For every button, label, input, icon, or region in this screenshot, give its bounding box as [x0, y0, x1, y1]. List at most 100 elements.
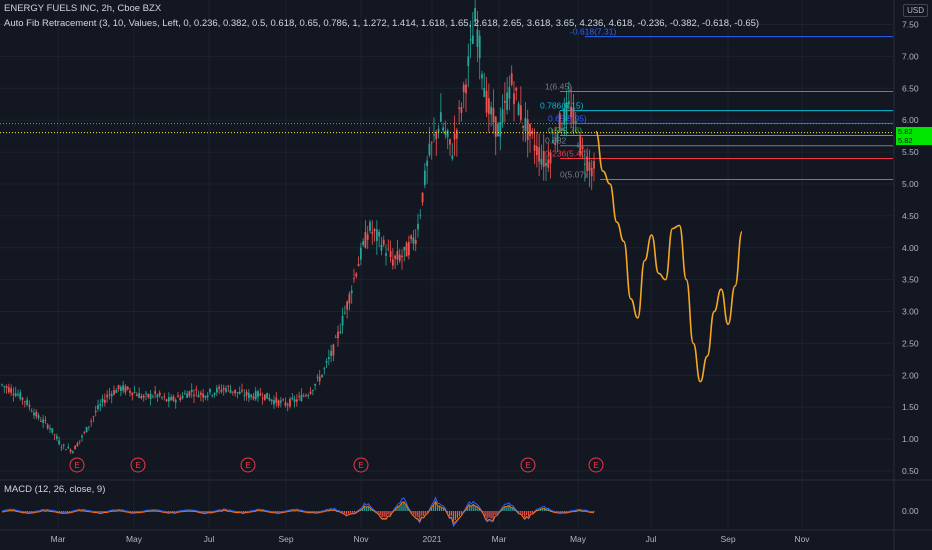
candle-body: [471, 35, 474, 44]
candle-body: [444, 130, 447, 136]
candle-body: [556, 133, 559, 142]
candle-body: [458, 107, 461, 109]
candle-body: [373, 229, 376, 232]
candle-body: [316, 376, 319, 378]
candle-body: [318, 376, 321, 382]
candle-body: [39, 421, 42, 422]
price-tick-label: 3.00: [902, 307, 919, 317]
currency-label[interactable]: USD: [903, 4, 928, 17]
candle-body: [97, 405, 99, 409]
candle-body: [334, 337, 337, 338]
candle-body: [195, 389, 198, 391]
time-tick-label: Mar: [492, 534, 507, 544]
candle-body: [145, 393, 147, 395]
price-candles: [1, 0, 595, 454]
candle-body: [579, 136, 582, 154]
candle-body: [469, 39, 472, 41]
candle-body: [492, 108, 495, 123]
candle-body: [501, 109, 504, 123]
price-axis[interactable]: 7.50 7.00 6.50 6.00 5.50 5.00 4.50 4.00 3.50 3.00…: [902, 20, 919, 517]
candle-body: [401, 255, 403, 258]
candle-body: [337, 331, 339, 338]
candle-body: [533, 144, 536, 151]
candle-body: [46, 424, 49, 429]
candle-body: [385, 253, 387, 256]
earnings-marker-label: E: [593, 461, 598, 470]
fib-level-label: 1(6.45): [545, 81, 572, 91]
candle-body: [28, 405, 31, 407]
candle-body: [133, 392, 136, 393]
candle-body: [305, 395, 307, 397]
candle-body: [485, 90, 488, 113]
current-price-lines: [0, 123, 894, 134]
candle-body: [3, 386, 6, 387]
candle-body: [7, 387, 10, 393]
candle-body: [165, 399, 168, 402]
candle-body: [522, 125, 525, 128]
candle-body: [250, 394, 253, 397]
candle-body: [357, 264, 360, 267]
macd-indicator-legend[interactable]: MACD (12, 26, close, 9): [4, 484, 106, 495]
candle-body: [236, 392, 239, 394]
candle-body: [122, 385, 125, 391]
candle-body: [117, 385, 120, 389]
candle-body: [42, 419, 45, 423]
candle-body: [531, 130, 534, 135]
candle-body: [14, 393, 17, 397]
candle-body: [119, 386, 122, 391]
candle-body: [270, 399, 273, 402]
candle-body: [581, 146, 584, 149]
candle-body: [325, 360, 328, 363]
earnings-marker: [520, 457, 536, 473]
price-tick-label: 4.00: [902, 243, 919, 253]
candle-body: [346, 301, 349, 310]
candle-body: [483, 87, 486, 97]
candle-body: [524, 117, 527, 132]
candle-body: [170, 396, 173, 401]
candle-body: [138, 393, 141, 399]
candle-body: [69, 449, 72, 452]
candle-body: [5, 386, 8, 389]
candle-body: [343, 312, 346, 314]
price-tick-label: 3.50: [902, 275, 919, 285]
candle-body: [423, 170, 426, 186]
price-tick-label: 6.50: [902, 83, 919, 93]
candle-body: [300, 394, 303, 401]
price-tick-label: 2.00: [902, 370, 919, 380]
candle-body: [213, 392, 216, 395]
candle-body: [563, 108, 566, 126]
candle-body: [410, 235, 413, 240]
candle-body: [350, 290, 353, 294]
candle-body: [389, 251, 392, 257]
candle-body: [510, 73, 513, 85]
candle-body: [561, 128, 563, 131]
fib-level-label: 0.5(5.76): [548, 125, 582, 135]
candle-body: [12, 393, 15, 395]
candle-body: [565, 102, 568, 122]
candle-body: [259, 393, 262, 396]
candle-body: [234, 389, 237, 394]
candle-body: [506, 92, 509, 110]
candle-body: [23, 401, 26, 403]
fib-indicator-legend[interactable]: Auto Fib Retracement (3, 10, Values, Lef…: [4, 18, 760, 29]
time-axis[interactable]: Mar May Jul Sep Nov 2021 Mar May Jul Sep Nov: [51, 534, 811, 544]
time-tick-label: Jul: [204, 534, 215, 544]
time-tick-label: May: [570, 534, 587, 544]
price-tick-label: 7.50: [902, 20, 919, 30]
earnings-marker-label: E: [245, 461, 250, 470]
candle-body: [547, 159, 550, 168]
candle-body: [341, 316, 344, 326]
candle-body: [71, 451, 74, 453]
symbol-legend[interactable]: ENERGY FUELS INC, 2h, Cboe BZX: [4, 3, 162, 14]
candle-body: [99, 404, 102, 406]
candle-body: [62, 444, 65, 446]
candle-body: [241, 389, 243, 392]
candle-body: [225, 388, 227, 392]
candle-body: [202, 393, 205, 398]
candle-body: [279, 400, 282, 403]
candle-body: [567, 101, 570, 105]
candle-body: [508, 87, 511, 99]
candle-body: [307, 395, 310, 396]
